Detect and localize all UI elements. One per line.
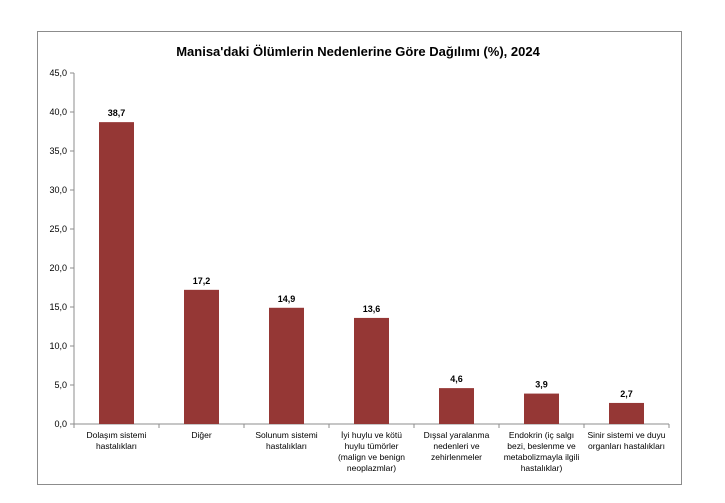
y-tick-label: 15,0 (49, 302, 67, 312)
category-label: Diğer (191, 430, 211, 440)
y-tick-label: 5,0 (54, 380, 67, 390)
category-label-line: nedenleri ve (433, 441, 480, 451)
chart-title: Manisa'daki Ölümlerin Nedenlerine Göre D… (176, 44, 540, 59)
category-label-line: organları hastalıkları (588, 441, 665, 451)
data-label: 38,7 (108, 108, 126, 118)
bar (269, 307, 304, 424)
data-label: 4,6 (450, 374, 463, 384)
category-label-line: (malign ve benign (338, 452, 405, 462)
y-tick-label: 10,0 (49, 341, 67, 351)
category-label-line: Dolaşım sistemi (87, 430, 147, 440)
bar (524, 393, 559, 424)
category-label: Dışsal yaralanma nedenleri ve zehirlenmele… (424, 430, 490, 462)
data-label: 3,9 (535, 380, 548, 390)
category-label-line: huylu tümörler (345, 441, 399, 451)
category-label: İyi huylu ve kötü huylu tümörler (malign v… (338, 430, 405, 473)
bar (439, 388, 474, 424)
category-label-line: metabolizmayla ilgili (504, 452, 580, 462)
y-tick-label: 40,0 (49, 107, 67, 117)
bar (354, 317, 389, 424)
y-tick-label: 35,0 (49, 146, 67, 156)
category-label-line: Diğer (191, 430, 211, 440)
category-label-line: İyi huylu ve kötü (341, 430, 402, 440)
category-label: Dolaşım sistemi hastalıkları (87, 430, 147, 451)
category-label-line: Dışsal yaralanma (424, 430, 490, 440)
category-label-line: hastalıklar) (521, 463, 563, 473)
plot-area: 0,0 5,0 10,0 15,0 20,0 25,0 30,0 35,0 40,0 45,0 38… (49, 68, 670, 473)
y-tick-label: 20,0 (49, 263, 67, 273)
chart-frame: Manisa'daki Ölümlerin Nedenlerine Göre D… (37, 31, 682, 485)
bar (184, 289, 219, 424)
y-tick-label: 30,0 (49, 185, 67, 195)
category-label-line: Solunum sistemi (255, 430, 317, 440)
y-tick-label: 25,0 (49, 224, 67, 234)
data-label: 14,9 (278, 294, 296, 304)
category-label: Endokrin (iç salgı bezi, beslenme ve metab… (504, 430, 580, 473)
category-label-line: bezi, beslenme ve (507, 441, 576, 451)
data-label: 13,6 (363, 304, 381, 314)
category-label: Solunum sistemi hastalıkları (255, 430, 317, 451)
category-label-line: hastalıkları (266, 441, 307, 451)
y-tick-label: 0,0 (54, 419, 67, 429)
category-label-line: zehirlenmeler (431, 452, 482, 462)
bar (99, 122, 134, 424)
bar-chart: Manisa'daki Ölümlerin Nedenlerine Göre D… (49, 44, 670, 473)
category-label-line: Endokrin (iç salgı (509, 430, 574, 440)
data-label: 17,2 (193, 276, 211, 286)
category-label-line: Sinir sistemi ve duyu (588, 430, 666, 440)
category-label: Sinir sistemi ve duyu organları hastalıkl… (588, 430, 666, 451)
category-label-line: hastalıkları (96, 441, 137, 451)
y-tick-label: 45,0 (49, 68, 67, 78)
data-label: 2,7 (620, 389, 633, 399)
bar (609, 402, 644, 424)
category-label-line: neoplazmlar) (347, 463, 396, 473)
